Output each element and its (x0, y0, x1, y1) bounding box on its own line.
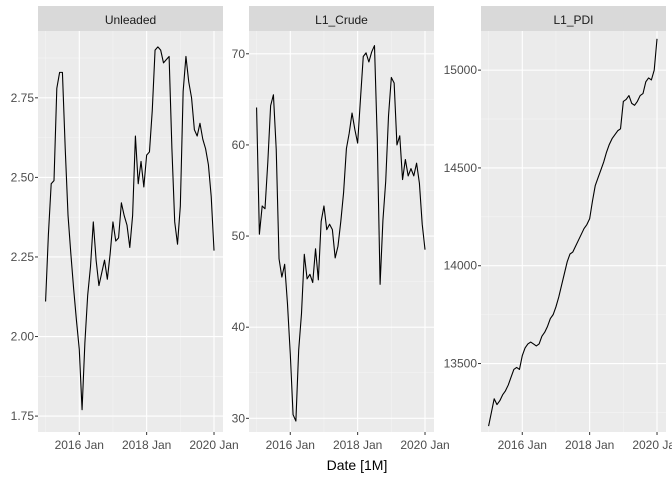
x-tick-label: 2020 Jan (189, 438, 238, 452)
series-line (256, 45, 426, 422)
y-tick-label: 13500 (444, 357, 478, 371)
panel-l1-crude: L1_Crude 30 40 50 60 70 2016 Jan 2018 Jan 2020 J… (232, 6, 450, 452)
y-tick-label: 30 (232, 411, 246, 425)
y-tick-label: 60 (232, 138, 246, 152)
facet-strip (249, 6, 434, 31)
panel-l1-pdi: L1_PDI 13500 14000 14500 15000 2016 Jan 2018 J… (444, 6, 672, 452)
panel-background (249, 31, 434, 432)
y-tick-label: 1.75 (11, 409, 35, 423)
series-line (488, 38, 658, 427)
x-tick-label: 2020 Jan (400, 438, 449, 452)
y-tick-label: 2.00 (11, 330, 35, 344)
x-tick-label: 2018 Jan (565, 438, 614, 452)
x-tick-label: 2018 Jan (122, 438, 171, 452)
y-tick-label: 50 (232, 229, 246, 243)
y-tick-label: 14500 (444, 161, 478, 175)
x-axis-title: Date [1M] (327, 457, 388, 473)
y-tick-label: 14000 (444, 259, 478, 273)
facet-strip-label: Unleaded (105, 13, 156, 27)
facet-strip-label: L1_PDI (553, 13, 593, 27)
x-tick-label: 2016 Jan (55, 438, 104, 452)
y-tick-label: 70 (232, 47, 246, 61)
y-tick-label: 40 (232, 320, 246, 334)
panels-layer: Unleaded 1.75 2.00 2.25 2.50 2.75 2016 Jan 2018… (11, 6, 672, 452)
y-tick-label: 15000 (444, 63, 478, 77)
y-tick-label: 2.75 (11, 91, 35, 105)
facet-strip-label: L1_Crude (315, 13, 368, 27)
x-tick-label: 2020 Jan (632, 438, 672, 452)
series-line (45, 46, 215, 411)
panel-background (38, 31, 223, 432)
y-tick-label: 2.25 (11, 250, 35, 264)
x-tick-label: 2016 Jan (498, 438, 547, 452)
panel-unleaded: Unleaded 1.75 2.00 2.25 2.50 2.75 2016 Jan 2018… (11, 6, 239, 452)
panel-background (481, 31, 666, 432)
y-tick-label: 2.50 (11, 170, 35, 184)
facet-strip (38, 6, 223, 31)
facet-strip (481, 6, 666, 31)
x-tick-label: 2018 Jan (333, 438, 382, 452)
x-tick-label: 2016 Jan (266, 438, 315, 452)
